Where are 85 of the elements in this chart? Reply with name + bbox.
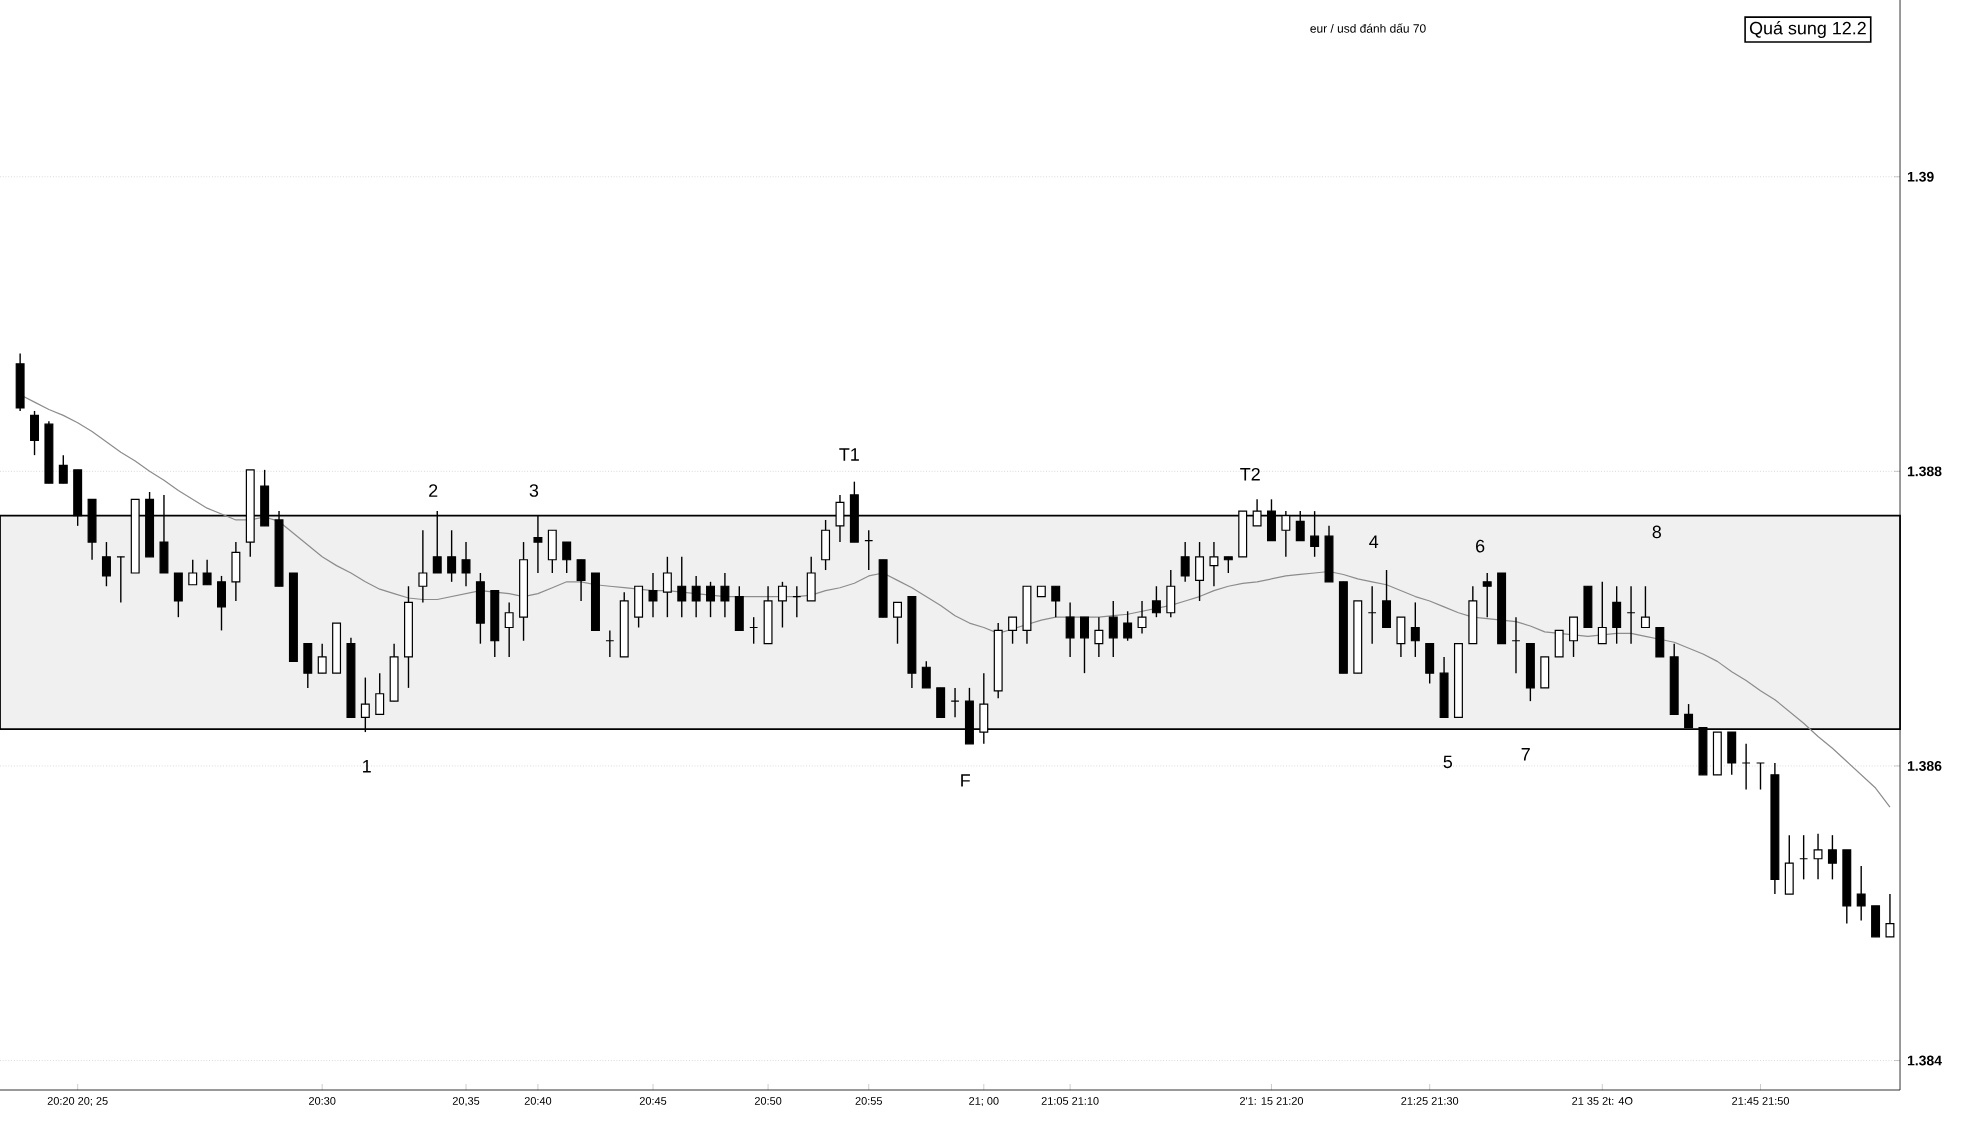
annotation: T2 (1240, 467, 1260, 481)
candlestick (504, 601, 514, 658)
annotation: T1 (839, 448, 859, 461)
candlestick (217, 575, 226, 632)
candlestick (893, 601, 902, 645)
candlestick (1180, 541, 1190, 583)
candlestick (1410, 601, 1420, 658)
candlestick (777, 581, 787, 629)
candlestick (547, 529, 557, 574)
candlestick (1856, 865, 1866, 922)
candlestick (375, 672, 385, 716)
candlestick (734, 585, 744, 632)
candlestick (576, 559, 586, 602)
candlestick (1065, 601, 1075, 658)
candlestick (475, 572, 485, 645)
candlestick (1871, 905, 1881, 938)
candlestick (662, 556, 672, 618)
candlestick (1827, 834, 1837, 881)
candlestick (763, 585, 773, 645)
candlestick (1468, 585, 1478, 645)
annotation: 3 (529, 484, 539, 497)
candlestick (317, 642, 327, 674)
candlestick (677, 556, 687, 618)
candlestick (15, 352, 25, 412)
candlestick (461, 541, 471, 587)
candlestick (1439, 656, 1449, 719)
candlestick (634, 585, 644, 629)
candlestick (418, 529, 428, 604)
candlestick (1166, 569, 1176, 618)
candlestick (202, 559, 212, 586)
candlestick (1425, 642, 1435, 685)
candlestick (188, 559, 198, 586)
annotation: 7 (1521, 748, 1530, 761)
candlestick (1051, 585, 1061, 618)
candlestick (1813, 833, 1823, 881)
annotation: 2 (429, 484, 438, 497)
candlestick (1382, 569, 1392, 629)
candlestick (1525, 642, 1535, 702)
annotation: F (961, 774, 970, 787)
candlestick (1108, 600, 1118, 658)
candlestick (1597, 581, 1607, 645)
candlestick (1137, 600, 1147, 635)
candlestick (562, 541, 572, 574)
candlestick (389, 642, 399, 702)
candlestick (1540, 656, 1550, 689)
candlestick (1612, 585, 1622, 645)
annotation: 1 (363, 760, 371, 773)
candlestick (806, 556, 816, 602)
candlestick (30, 410, 40, 456)
candlestick (1195, 541, 1205, 602)
candlestick (58, 454, 68, 484)
candlestick (303, 642, 313, 689)
annotation: Quá sung 12.2 (1749, 21, 1866, 39)
candlestick (1080, 616, 1089, 674)
candlestick (1583, 585, 1593, 629)
candlestick (231, 541, 241, 602)
candlestick (936, 687, 946, 719)
candlestick (1123, 610, 1133, 642)
candlestick (1554, 629, 1564, 658)
candlestick (1151, 585, 1161, 618)
annotation: 4 (1369, 535, 1379, 548)
annotation: 6 (1476, 539, 1485, 553)
candlestick (1569, 616, 1579, 658)
candlestick (720, 572, 730, 618)
candlestick (921, 660, 931, 689)
candlestick (1640, 585, 1650, 629)
candlestick (691, 575, 701, 618)
candlestick (648, 572, 658, 618)
candlestick (1396, 616, 1406, 658)
candlestick (706, 581, 716, 618)
candlestick (1885, 893, 1895, 938)
candlestick (1209, 541, 1219, 587)
candlestick (1094, 616, 1104, 658)
candlestick (173, 572, 183, 618)
candlestick (821, 519, 831, 571)
candlestick (1324, 525, 1334, 583)
candlestick (101, 541, 111, 587)
candlestick (1482, 572, 1492, 618)
annotation: 8 (1652, 525, 1662, 539)
candlestick (1022, 585, 1032, 645)
candlestick (1008, 616, 1018, 645)
candlestick (1655, 626, 1665, 658)
candlestick (1784, 834, 1794, 895)
annotation: 5 (1443, 755, 1453, 769)
candlestick (447, 529, 457, 583)
